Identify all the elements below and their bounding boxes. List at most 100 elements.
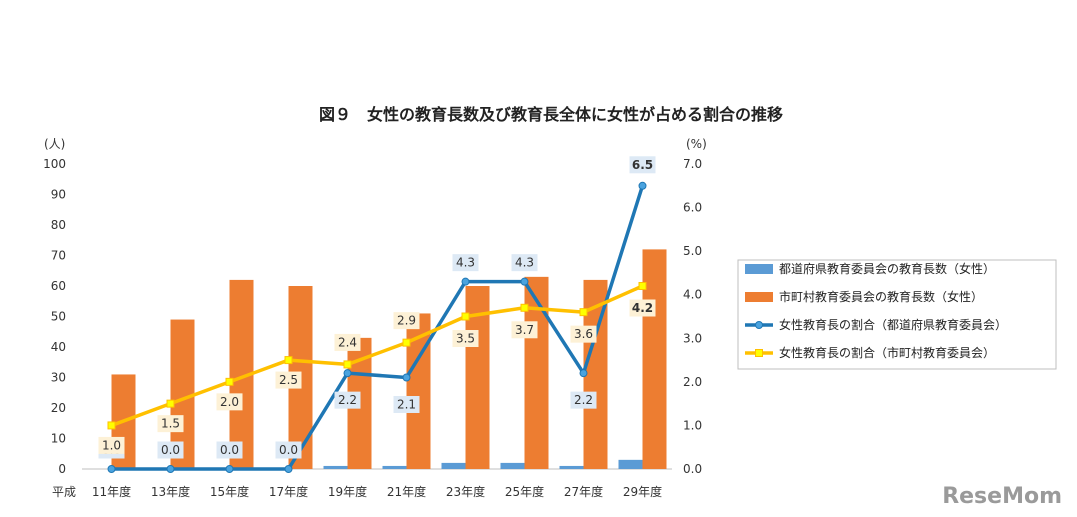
legend-entry-label: 女性教育長の割合（市町村教育委員会） [779,345,995,360]
legend-entry-label: 市町村教育委員会の教育長数（女性） [779,289,983,304]
x-tick-label: 21年度 [387,484,426,499]
municipal-ratio-label: 2.9 [397,314,416,328]
bar-group [111,249,667,469]
municipal-ratio-point [461,312,470,321]
right-axis-ticks: 0.0 1.0 2.0 3.0 4.0 5.0 6.0 7.0 [683,157,702,476]
x-tick-label: 23年度 [446,484,485,499]
prefecture-ratio-label: 4.3 [456,256,475,270]
prefecture-ratio-label: 2.1 [397,398,416,412]
municipal-ratio-point [402,338,411,347]
prefecture-count-bar [323,465,348,469]
left-axis-unit: (人) [44,137,65,151]
municipal-ratio-label-box [157,415,184,433]
municipal-ratio-label: 3.6 [574,327,593,341]
municipal-ratio-label: 4.2 [632,301,653,315]
municipal-ratio-point [284,356,293,365]
left-tick-label: 100 [43,157,66,171]
prefecture-count-bar [441,462,466,469]
resemom-logo: ReseMom [942,484,1062,509]
prefecture-ratio-label: 0.0 [279,443,298,457]
x-tick-label: 29年度 [623,484,662,499]
prefecture-count-bar [618,459,643,469]
line-group [107,181,647,473]
prefecture-ratio-label: 0.0 [220,443,239,457]
prefecture-ratio-point [107,465,116,473]
prefecture-ratio-label: 6.5 [632,158,653,172]
x-tick-label: 11年度 [92,484,131,499]
left-tick-label: 30 [51,371,66,385]
right-tick-label: 6.0 [683,201,702,215]
legend: 都道府県教育委員会の教育長数（女性） 市町村教育委員会の教育長数（女性） 女性教育長… [737,259,1057,370]
prefecture-count-bar [500,462,525,469]
prefecture-ratio-label-box [275,441,302,459]
municipal-ratio-label: 1.0 [102,438,121,452]
right-tick-label: 7.0 [683,157,702,171]
municipal-ratio-label-box [393,312,420,330]
legend-swatch [745,264,773,274]
municipal-ratio-point [166,399,175,408]
left-tick-label: 70 [51,249,66,263]
municipal-ratio-label-box [452,330,479,347]
prefecture-ratio-point [284,465,293,473]
prefecture-ratio-point [343,369,352,378]
prefecture-ratio-label: 4.3 [515,256,534,270]
legend-entry-label: 都道府県教育委員会の教育長数（女性） [779,261,995,276]
prefecture-ratio-point [638,181,647,190]
left-tick-label: 80 [51,218,66,232]
left-tick-label: 10 [51,432,66,446]
municipal-ratio-label: 2.5 [279,373,298,387]
legend-swatch-marker [755,321,763,329]
prefecture-ratio-label-box [157,441,184,459]
x-tick-label: 25年度 [505,484,544,499]
prefecture-ratio-label: 0.0 [161,443,180,457]
x-tick-label: 19年度 [328,484,367,499]
municipal-ratio-label: 3.5 [456,332,475,346]
municipal-ratio-point [225,377,234,386]
left-tick-label: 20 [51,401,66,415]
municipal-ratio-point [579,308,588,317]
municipal-ratio-label-box [629,299,656,317]
right-tick-label: 4.0 [683,288,702,302]
legend-swatch-marker [755,349,763,357]
prefecture-count-bar [559,465,584,469]
x-tick-label: 27年度 [564,484,603,499]
legend-frame [737,259,1057,370]
right-tick-label: 3.0 [683,331,702,345]
prefecture-ratio-label-box [393,396,420,413]
municipal-ratio-label-box [216,393,243,411]
prefecture-ratio-label-box [629,156,656,174]
municipal-ratio-label-box [334,333,361,351]
prefecture-ratio-label: 2.2 [574,393,593,407]
x-tick-label: 13年度 [151,484,190,499]
prefecture-ratio-label-box [216,441,243,459]
prefecture-ratio-point [166,465,175,473]
left-tick-label: 60 [51,279,66,293]
prefecture-ratio-label-box [334,391,361,409]
municipal-ratio-label-box [275,371,302,389]
right-tick-label: 1.0 [683,418,702,432]
chart-title: 図９ 女性の教育長数及び教育長全体に女性が占める割合の推移 [319,105,783,124]
x-tick-label: 17年度 [269,484,308,499]
data-label-group: 0.00.00.00.02.22.14.34.32.26.51.01.52.02… [98,156,656,459]
municipal-ratio-label-box [511,321,538,339]
prefecture-ratio-label-box [570,391,597,409]
municipal-ratio-line [110,284,644,428]
left-tick-label: 90 [51,188,66,202]
prefecture-ratio-point [520,277,529,286]
left-tick-label: 50 [51,310,66,324]
left-tick-label: 40 [51,340,66,354]
municipal-ratio-point [638,282,647,290]
prefecture-ratio-label-box [452,254,479,272]
municipal-ratio-point [520,303,529,312]
prefecture-ratio-point [579,369,588,378]
prefecture-ratio-line [111,185,645,471]
municipal-ratio-point [107,421,116,430]
right-tick-label: 0.0 [683,462,702,476]
prefecture-ratio-label: 2.2 [338,393,357,407]
left-tick-label: 0 [58,462,66,476]
municipal-ratio-label-box [98,436,125,454]
municipal-ratio-label: 1.5 [161,417,180,431]
right-tick-label: 2.0 [683,375,702,389]
prefecture-ratio-label-box [511,254,538,272]
